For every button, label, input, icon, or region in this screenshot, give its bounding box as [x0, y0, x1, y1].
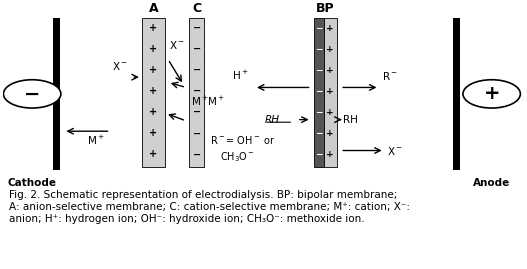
- Text: CH$_3$O$^-$: CH$_3$O$^-$: [220, 150, 255, 164]
- Text: Anode: Anode: [473, 178, 510, 187]
- Text: +: +: [150, 86, 158, 96]
- Text: −: −: [315, 87, 323, 96]
- Text: +: +: [326, 24, 334, 33]
- Bar: [324, 18, 337, 167]
- Bar: [142, 18, 165, 167]
- Text: C: C: [192, 2, 201, 15]
- Text: +: +: [150, 149, 158, 159]
- Text: +: +: [150, 128, 158, 138]
- Text: +: +: [326, 66, 334, 75]
- Text: +: +: [483, 84, 500, 103]
- Text: Fig. 2. Schematic representation of electrodialysis. BP: bipolar membrane;
A: an: Fig. 2. Schematic representation of elec…: [8, 190, 409, 224]
- Text: +: +: [326, 150, 334, 159]
- Text: H$^+$: H$^+$: [232, 69, 249, 82]
- Text: +: +: [326, 108, 334, 117]
- Circle shape: [463, 80, 520, 108]
- Text: −: −: [192, 65, 201, 75]
- Bar: [53, 18, 61, 170]
- Bar: [314, 18, 324, 167]
- Text: −: −: [315, 150, 323, 159]
- Text: R$^-$: R$^-$: [382, 70, 398, 82]
- Text: M$^+$: M$^+$: [87, 134, 105, 147]
- Text: −: −: [192, 149, 201, 159]
- Text: M$^+$: M$^+$: [207, 95, 225, 108]
- Text: +: +: [150, 44, 158, 54]
- Text: +: +: [326, 45, 334, 54]
- Text: −: −: [192, 86, 201, 96]
- Text: +: +: [150, 107, 158, 117]
- Text: R$^-$= OH$^-$ or: R$^-$= OH$^-$ or: [210, 134, 276, 146]
- Text: BP: BP: [316, 2, 335, 15]
- Text: X$^-$: X$^-$: [387, 144, 403, 157]
- Text: Cathode: Cathode: [8, 178, 56, 187]
- Text: M$^+$: M$^+$: [191, 95, 209, 108]
- Text: RH: RH: [265, 115, 279, 125]
- Text: −: −: [24, 84, 41, 103]
- Text: X$^-$: X$^-$: [112, 60, 128, 72]
- Circle shape: [4, 80, 61, 108]
- Text: +: +: [326, 129, 334, 138]
- Text: −: −: [192, 23, 201, 33]
- Text: +: +: [150, 65, 158, 75]
- Text: −: −: [192, 44, 201, 54]
- Bar: [453, 18, 460, 170]
- Text: −: −: [315, 129, 323, 138]
- Text: −: −: [315, 24, 323, 33]
- Text: +: +: [150, 23, 158, 33]
- Text: A: A: [149, 2, 159, 15]
- Text: −: −: [315, 108, 323, 117]
- Text: −: −: [192, 107, 201, 117]
- Text: +: +: [326, 87, 334, 96]
- Text: −: −: [315, 66, 323, 75]
- Text: −: −: [315, 45, 323, 54]
- Text: RH: RH: [343, 115, 358, 125]
- Text: −: −: [192, 128, 201, 138]
- Text: X$^-$: X$^-$: [170, 40, 186, 51]
- Bar: [189, 18, 204, 167]
